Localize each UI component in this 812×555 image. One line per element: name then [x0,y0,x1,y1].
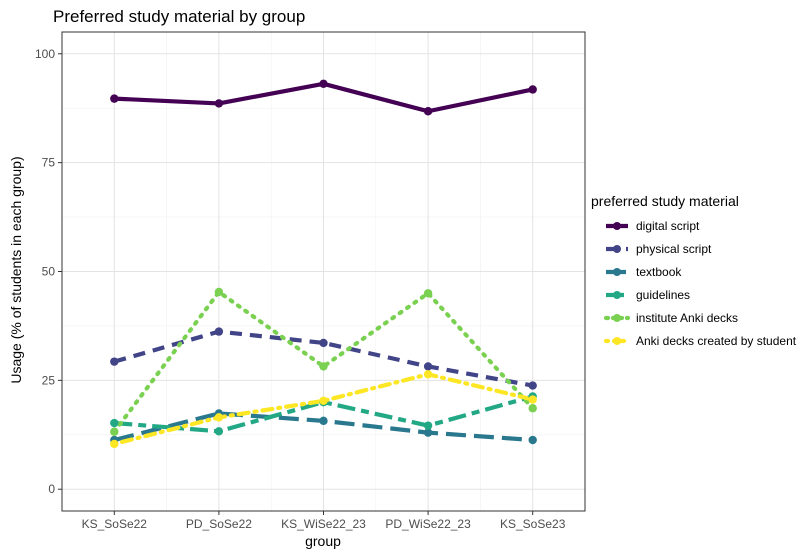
data-point [528,404,537,413]
data-point [423,370,433,379]
series-line [112,289,535,434]
x-tick-label: KS_SoSe23 [500,517,566,531]
legend-key-point [613,314,621,322]
x-tick-label: KS_SoSe22 [82,517,148,531]
chart-title: Preferred study material by group [53,7,305,26]
legend-title: preferred study material [591,193,739,209]
y-tick-label: 100 [35,47,55,61]
x-axis-title: group [305,533,341,549]
series-line [112,372,535,447]
legend-label: physical script [636,242,712,256]
x-tick-label: KS_WiSe22_23 [281,517,366,531]
data-point [214,99,224,108]
series-line [114,394,534,434]
data-point [214,327,224,336]
legend-key-point [613,222,621,230]
data-point [423,362,433,371]
y-tick-label: 50 [42,265,56,279]
x-tick-label: PD_SoSe22 [186,517,252,531]
x-tick-label: PD_WiSe22_23 [385,517,471,531]
y-tick-label: 0 [48,482,55,496]
data-point [214,427,224,436]
x-axis: KS_SoSe22 PD_SoSe22 KS_WiSe22_23 PD_WiSe22_… [82,511,566,531]
y-tick-label: 25 [42,373,56,387]
data-point [214,287,224,297]
series-points [110,79,537,449]
legend-key-point [613,337,621,345]
data-point [528,435,537,445]
legend-label: Anki decks created by student [636,334,797,348]
y-tick-label: 75 [42,156,56,170]
data-point [110,439,119,449]
y-axis: 0 25 50 75 100 [35,47,62,496]
data-point [214,413,224,422]
data-point [319,362,328,371]
data-point [110,418,119,428]
data-point [319,79,328,89]
data-point [423,107,433,116]
data-point [110,357,119,366]
data-point [528,395,537,404]
data-point [423,289,433,298]
data-point [319,338,328,348]
legend-key-point [613,291,621,299]
data-point [110,427,119,436]
data-point [110,94,119,103]
legend-key-point [613,245,621,253]
data-point [319,396,328,406]
data-point [528,381,537,390]
y-axis-title: Usage (% of students in each group) [8,156,24,383]
legend-label: institute Anki decks [636,311,738,325]
data-point [528,85,537,94]
legend-label: digital script [636,219,700,233]
legend-key-point [613,268,621,276]
legend: preferred study material digital script p… [591,193,797,348]
legend-label: guidelines [636,288,690,302]
data-point [319,416,328,426]
data-point [423,428,433,437]
data-point [423,421,433,430]
legend-label: textbook [636,265,682,279]
grid-major [62,32,585,511]
